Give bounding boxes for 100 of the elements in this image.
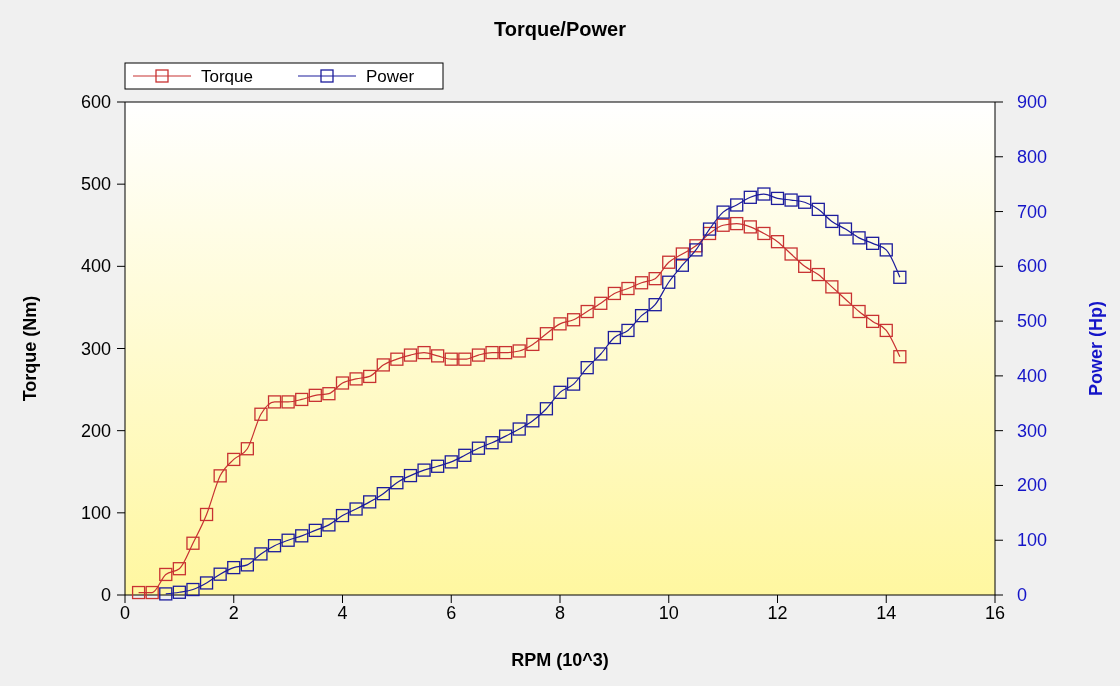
point [390,476,404,490]
point [798,195,812,209]
point [743,220,757,234]
point [662,275,676,289]
point [675,258,689,272]
point [852,231,866,245]
x-tick-label: 16 [984,603,1006,623]
point [199,507,214,522]
point [281,395,295,409]
point [417,463,431,477]
point [634,308,649,323]
point [186,536,200,550]
point [770,235,785,249]
point [254,407,268,421]
point [594,347,608,361]
x-tick-label: 4 [337,603,348,623]
point [770,191,785,206]
point [716,218,730,232]
y2-tick-label: 400 [1017,365,1048,386]
point [240,558,254,572]
point [648,272,662,286]
point [131,585,146,600]
point [607,330,622,345]
point [363,495,377,509]
y2-axis-title: Power (Hp) [1086,300,1106,397]
legend-label: Power [366,67,415,86]
y-tick-label: 300 [80,338,111,359]
point [730,198,744,212]
y2-tick-label: 200 [1017,475,1048,496]
point [376,487,390,501]
point [485,436,499,450]
y2-tick-label: 300 [1017,420,1048,441]
point [784,193,798,207]
point [308,388,322,402]
point [838,292,853,306]
point [267,539,282,553]
chart-title: Torque/Power [494,18,627,40]
legend-label: Torque [201,67,253,86]
point [743,190,757,204]
point [757,187,771,201]
point [512,422,526,436]
point [662,255,676,269]
point [240,442,254,456]
y-axis-title: Torque (Nm) [20,295,40,402]
x-tick-label: 8 [554,603,566,623]
y2-tick-label: 0 [1017,585,1028,605]
point [580,304,594,319]
point [566,377,581,391]
point [295,392,309,407]
point [471,441,486,455]
point [879,243,893,257]
point [498,345,513,360]
point [349,372,363,386]
point [607,286,622,301]
point [526,414,540,428]
point [159,567,173,582]
point [621,281,635,296]
point [213,567,227,581]
point [376,358,390,372]
point [594,296,608,310]
y2-tick-label: 900 [1017,92,1048,112]
point [227,452,241,467]
point [811,202,825,217]
point [702,222,717,236]
point [784,247,798,261]
point [634,276,649,290]
point [444,352,458,366]
point [838,222,853,236]
point [539,402,554,416]
y2-tick-label: 100 [1017,530,1048,551]
point [186,582,200,597]
point [553,317,567,331]
point [172,562,187,576]
y-tick-label: 0 [100,585,111,605]
y2-tick-label: 700 [1017,201,1048,222]
point [852,304,866,319]
point [485,345,499,360]
point [145,585,159,600]
y-tick-label: 100 [80,502,111,523]
point [335,376,350,390]
point [675,247,689,261]
point [431,459,445,473]
y-tick-label: 200 [80,420,111,441]
point [172,585,187,599]
x-tick-label: 6 [446,603,457,623]
point [199,576,214,590]
x-tick-label: 12 [767,603,788,623]
y2-tick-label: 600 [1017,256,1048,277]
y-tick-label: 600 [80,92,111,112]
x-tick-label: 2 [228,603,239,623]
point [322,387,336,401]
point [227,560,241,575]
y-tick-label: 500 [80,174,111,195]
point [621,323,635,338]
y2-tick-label: 800 [1017,146,1048,167]
point [689,243,703,257]
point [825,280,839,294]
x-axis-title: RPM (10^3) [511,650,609,670]
point [798,259,812,273]
point [267,395,282,409]
